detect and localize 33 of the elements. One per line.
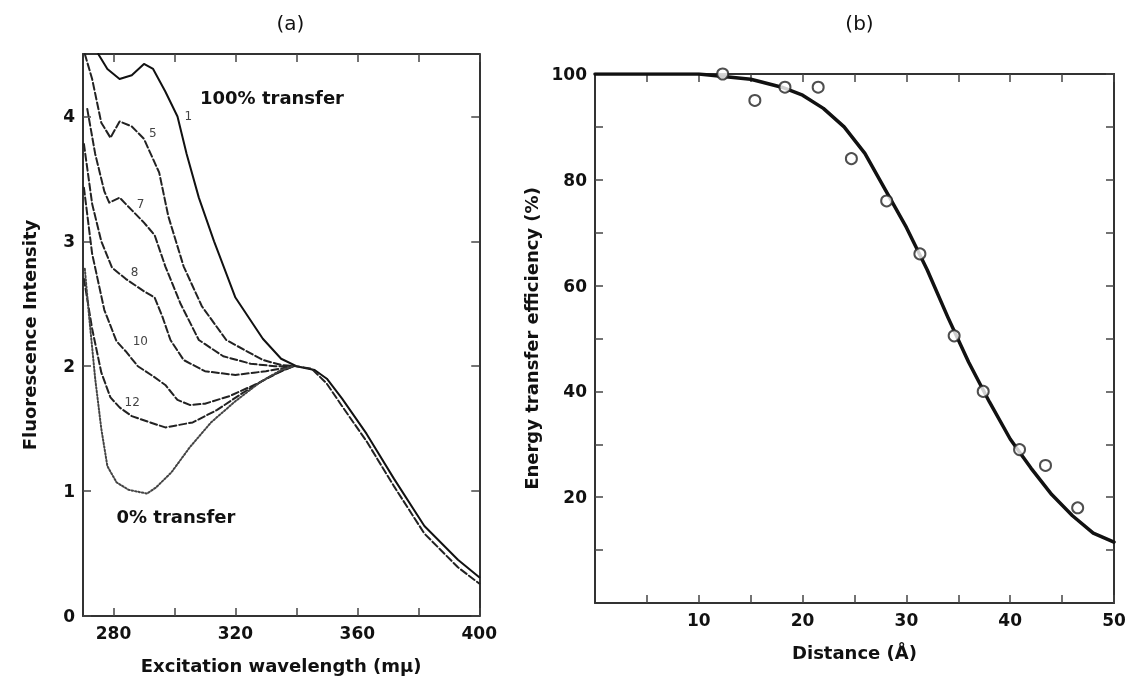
annotation: 100% transfer [200, 86, 345, 108]
x-tick-label: 30 [894, 609, 919, 630]
x-tick-label: 20 [790, 609, 815, 630]
series-label: 10 [132, 334, 148, 349]
x-axis-title: Excitation wavelength (mμ) [140, 654, 422, 676]
y-tick-label: 3 [63, 231, 75, 252]
y-tick-label: 100 [551, 64, 588, 84]
x-axis-title: Distance (Å) [792, 640, 917, 663]
y-tick-label: 60 [563, 275, 588, 296]
x-tick-label: 40 [998, 609, 1023, 630]
y-tick-label: 40 [563, 381, 588, 402]
x-tick-label: 320 [217, 622, 254, 643]
y-tick-label: 2 [63, 356, 75, 377]
y-tick-label: 1 [63, 481, 75, 502]
series-label: 5 [148, 125, 157, 140]
y-tick-label: 0 [63, 606, 76, 626]
y-tick-label: 4 [63, 106, 76, 127]
y-axis-title: Energy transfer efficiency (%) [520, 187, 542, 490]
x-tick-label: 400 [461, 622, 498, 643]
chart-title: (a) [276, 11, 305, 35]
series-label: 8 [130, 264, 139, 279]
y-tick-label: 20 [563, 487, 588, 508]
series-label: 1 [184, 109, 193, 124]
x-tick-label: 10 [686, 609, 711, 630]
chart-title: (b) [845, 11, 874, 35]
x-tick-label: 360 [339, 622, 376, 643]
series-label: 12 [124, 395, 140, 410]
x-tick-label: 50 [1102, 609, 1126, 630]
y-tick-label: 80 [563, 169, 588, 190]
annotation: 0% transfer [116, 505, 236, 527]
series-label: 7 [136, 197, 145, 212]
x-tick-label: 280 [95, 622, 132, 643]
y-axis-title: Fluorescence Intensity [18, 219, 40, 451]
